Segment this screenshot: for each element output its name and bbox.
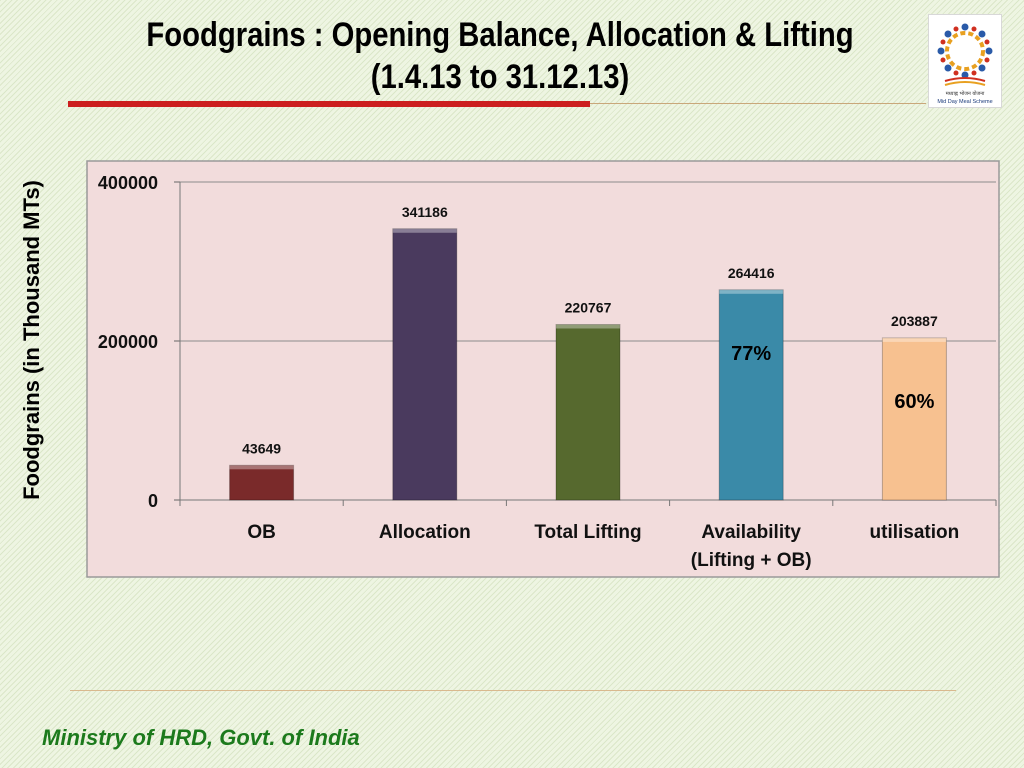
chart-frame xyxy=(86,160,1000,578)
bar-top-highlight xyxy=(882,337,947,342)
logo-english-text: Mid Day Meal Scheme xyxy=(937,99,992,105)
title-line-2: (1.4.13 to 31.12.13) xyxy=(370,58,630,96)
x-tick-label: utilisation xyxy=(870,522,960,543)
bar-top-highlight xyxy=(556,324,620,329)
x-tick-label: Allocation xyxy=(379,522,471,543)
data-label: 220767 xyxy=(565,299,612,315)
data-label: 43649 xyxy=(242,440,281,456)
percent-annotation: 77% xyxy=(731,343,771,365)
y-axis-title: Foodgrains (in Thousand MTs) xyxy=(19,180,44,500)
slide-title: Foodgrains : Opening Balance, Allocation… xyxy=(122,14,879,98)
data-label: 264416 xyxy=(728,265,775,281)
y-tick-label: 0 xyxy=(148,491,158,511)
x-tick-label: Availability xyxy=(701,522,801,543)
bar xyxy=(392,228,458,501)
data-label: 341186 xyxy=(402,204,448,220)
mid-day-meal-logo: मध्याह्न भोजन योजना Mid Day Meal Scheme xyxy=(928,14,1002,108)
footer-rule xyxy=(70,690,956,691)
bar xyxy=(718,289,784,501)
data-label: 203887 xyxy=(891,313,938,329)
chart-area: 0 200000 400000 43649 OB 341186 Allocation 2207… xyxy=(86,160,1000,578)
title-red-rule xyxy=(68,101,590,107)
title-line-1: Foodgrains : Opening Balance, Allocation… xyxy=(146,16,854,54)
x-tick-label: (Lifting + OB) xyxy=(691,550,812,571)
logo-hindi-text: मध्याह्न भोजन योजना xyxy=(946,90,985,97)
bar-top-highlight xyxy=(392,228,457,233)
x-tick-label: OB xyxy=(247,522,276,543)
bar xyxy=(229,464,295,501)
footer-ministry: Ministry of HRD, Govt. of India xyxy=(42,725,360,750)
percent-annotation: 60% xyxy=(894,391,934,413)
bar xyxy=(881,337,947,501)
y-tick-label: 400000 xyxy=(98,173,158,193)
mid-day-meal-logo-graphic: मध्याह्न भोजन योजना Mid Day Meal Scheme xyxy=(937,23,993,105)
bar-chart: 0 200000 400000 43649 OB 341186 Allocation 2207… xyxy=(86,160,1000,578)
bar-top-highlight xyxy=(229,465,294,470)
title-thin-rule xyxy=(590,103,926,104)
y-tick-label: 200000 xyxy=(98,332,158,352)
bar-top-highlight xyxy=(719,289,784,294)
bar xyxy=(555,323,621,501)
x-tick-label: Total Lifting xyxy=(534,522,641,543)
